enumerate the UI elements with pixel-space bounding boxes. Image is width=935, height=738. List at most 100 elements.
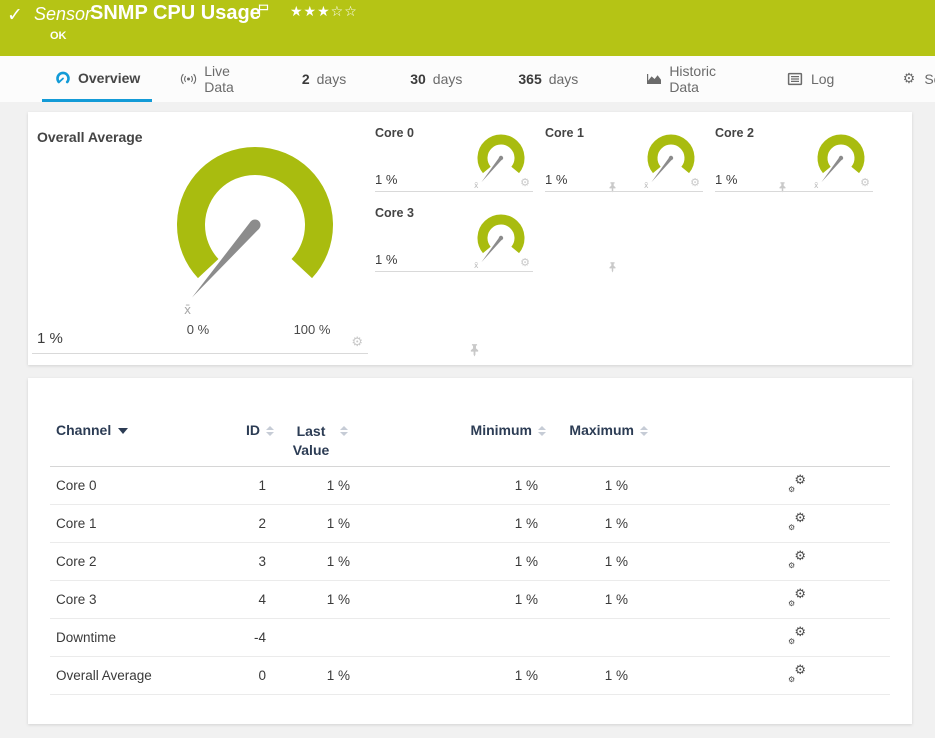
tab-label: Historic Data <box>669 63 716 95</box>
core-1-gauge-tile: Core 1 x̄ 1 % ⚙ <box>545 120 786 193</box>
channel-settings-icon[interactable]: ⚙ ⚙ <box>788 663 806 684</box>
tab-number: 30 <box>410 71 426 87</box>
overview-gauges-panel: Overall Average x̄ 0 % 100 % 1 % ⚙ Core … <box>28 112 912 365</box>
channel-maximum: 1 % <box>548 656 738 695</box>
tab-30-days[interactable]: 30 days <box>398 56 474 102</box>
core-1-gauge: x̄ <box>644 134 695 190</box>
column-header-minimum[interactable]: Minimum <box>360 422 548 467</box>
channel-minimum: 1 % <box>360 504 548 543</box>
channel-settings-icon[interactable]: ⚙ ⚙ <box>788 587 806 608</box>
core-3-gauge: x̄ <box>474 214 525 270</box>
tab-log[interactable]: Log <box>775 56 846 102</box>
table-row: Overall Average 0 1 % 1 % 1 % ⚙ ⚙ <box>50 656 890 695</box>
column-label: Last Value <box>292 423 330 458</box>
channel-settings-icon[interactable]: ⚙ ⚙ <box>788 511 806 532</box>
average-marker: x̄ <box>184 303 191 317</box>
channel-last-value: 1 % <box>276 542 360 581</box>
channel-maximum <box>548 618 738 657</box>
table-row: Core 2 3 1 % 1 % 1 % ⚙ ⚙ <box>50 542 890 581</box>
channel-id: 4 <box>196 580 276 619</box>
core-0-gauge: x̄ <box>474 134 525 190</box>
channel-name: Core 0 <box>50 466 196 505</box>
channel-minimum: 1 % <box>360 542 548 581</box>
tab-label: days <box>316 71 347 87</box>
gauge-needle <box>481 156 503 183</box>
pin-icon[interactable] <box>778 182 787 193</box>
tab-number: 2 <box>301 71 310 87</box>
gear-icon[interactable]: ⚙ <box>351 335 363 350</box>
gear-icon[interactable]: ⚙ <box>520 176 530 189</box>
channel-settings-icon[interactable]: ⚙ ⚙ <box>788 549 806 570</box>
tab-2-days[interactable]: 2 days <box>290 56 358 102</box>
column-header-maximum[interactable]: Maximum <box>548 422 738 467</box>
channel-name: Core 2 <box>50 542 196 581</box>
table-row: Downtime -4 ⚙ ⚙ <box>50 618 890 657</box>
gauge-value: 1 % <box>715 172 738 187</box>
column-header-id[interactable]: ID <box>196 422 276 467</box>
priority-stars[interactable]: ★★★☆☆ <box>290 4 358 20</box>
sort-desc-icon <box>118 428 129 435</box>
tab-bar: Overview Live Data 2 days 30 days 365 da… <box>0 56 935 102</box>
core-3-gauge-tile: Core 3 x̄ 1 % ⚙ <box>375 200 616 273</box>
tab-settings[interactable]: ⚙ Settings <box>888 56 935 102</box>
pin-icon[interactable] <box>469 344 480 357</box>
table-row: Core 0 1 1 % 1 % 1 % ⚙ ⚙ <box>50 466 890 505</box>
tab-number: 365 <box>518 71 542 87</box>
gauge-scale-max: 100 % <box>293 322 331 337</box>
tab-live-data[interactable]: Live Data <box>168 56 246 102</box>
column-label: Channel <box>56 422 112 438</box>
channel-settings-icon[interactable]: ⚙ ⚙ <box>788 625 806 646</box>
gauge-value: 1 % <box>37 330 63 347</box>
flag-icon[interactable] <box>258 4 269 22</box>
column-header-channel[interactable]: Channel <box>50 422 196 467</box>
settings-gear-icon: ⚙ <box>902 71 916 87</box>
tab-overview[interactable]: Overview <box>42 56 153 102</box>
gauge-pivot <box>498 155 504 161</box>
status-badge: OK <box>50 30 67 42</box>
gear-icon[interactable]: ⚙ <box>520 256 530 269</box>
column-header-actions <box>738 422 890 467</box>
channel-minimum <box>360 618 548 657</box>
channel-minimum: 1 % <box>360 580 548 619</box>
svg-text:x̄: x̄ <box>474 261 479 270</box>
gauge-value: 1 % <box>375 252 398 267</box>
sort-icon <box>266 426 274 437</box>
channel-name: Downtime <box>50 618 196 657</box>
core-2-gauge: x̄ <box>814 134 865 190</box>
tab-365-days[interactable]: 365 days <box>506 56 590 102</box>
tab-historic-data[interactable]: Historic Data <box>634 56 729 102</box>
channel-maximum: 1 % <box>548 580 738 619</box>
page-title: SNMP CPU Usage <box>90 2 261 24</box>
channel-id: 1 <box>196 466 276 505</box>
gauge-title: Core 3 <box>375 206 414 220</box>
gear-icon[interactable]: ⚙ <box>690 176 700 189</box>
live-data-icon <box>180 71 197 87</box>
channel-minimum: 1 % <box>360 656 548 695</box>
sort-icon <box>340 426 348 437</box>
gauge-value: 1 % <box>545 172 568 187</box>
gauge-title: Overall Average <box>37 129 143 145</box>
channel-settings-icon[interactable]: ⚙ ⚙ <box>788 473 806 494</box>
column-label: ID <box>246 422 260 438</box>
gauge-title: Core 1 <box>545 126 584 140</box>
pin-icon[interactable] <box>608 182 617 193</box>
channel-last-value: 1 % <box>276 656 360 695</box>
pin-icon[interactable] <box>608 262 617 273</box>
status-check-icon: ✓ <box>7 4 23 26</box>
sort-icon <box>640 426 648 437</box>
log-icon <box>787 71 804 87</box>
column-header-last-value[interactable]: Last Value <box>276 422 360 467</box>
channel-table-panel: Channel ID Last Value Minimum Maximum <box>28 378 912 724</box>
gear-icon[interactable]: ⚙ <box>860 176 870 189</box>
tab-label: Settings <box>924 71 935 87</box>
gauge-title: Core 2 <box>715 126 754 140</box>
gauge-arc <box>177 147 333 279</box>
gauge-icon <box>54 70 71 86</box>
channel-maximum: 1 % <box>548 542 738 581</box>
gauge-scale-min: 0 % <box>186 322 210 337</box>
svg-text:x̄: x̄ <box>644 181 649 190</box>
average-marker: x̄ <box>474 181 479 190</box>
svg-text:x̄: x̄ <box>814 181 819 190</box>
table-row: Core 1 2 1 % 1 % 1 % ⚙ ⚙ <box>50 504 890 543</box>
channel-id: 2 <box>196 504 276 543</box>
